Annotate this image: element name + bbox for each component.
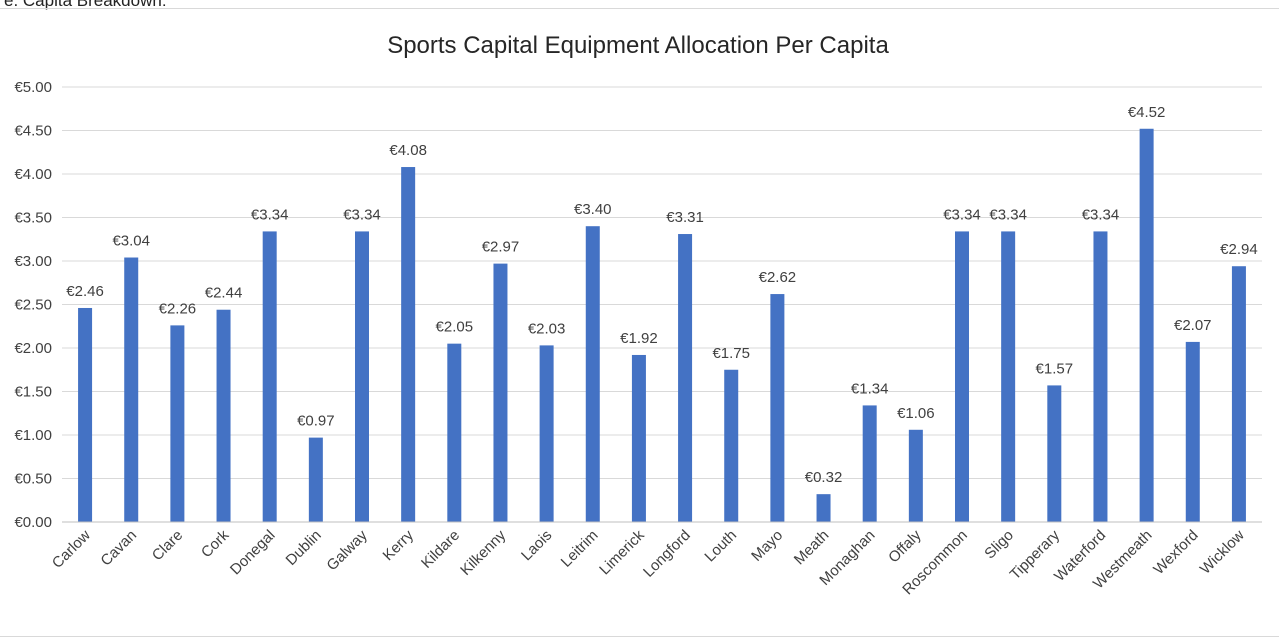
y-tick-label: €0.50 [14, 471, 52, 488]
bar [170, 325, 185, 522]
data-label: €2.46 [66, 283, 104, 300]
bar [1047, 385, 1062, 522]
data-label: €1.57 [1036, 360, 1074, 377]
bar [308, 437, 323, 522]
data-label: €3.04 [112, 233, 150, 250]
x-tick-label: Sligo [981, 527, 1017, 563]
y-axis-tick-labels: €0.00 €0.50 €1.00 €1.50 €2.00 €2.50 €3.00 €3.50… [14, 79, 52, 531]
x-tick-label: Clare [149, 527, 186, 564]
x-tick-label: Laois [518, 527, 555, 564]
data-label: €1.92 [620, 330, 658, 347]
x-tick-label: Kerry [380, 526, 418, 564]
data-label: €3.34 [943, 206, 981, 223]
bar [816, 494, 831, 522]
y-tick-label: €4.50 [14, 123, 52, 140]
y-tick-label: €2.00 [14, 340, 52, 357]
data-labels: €2.46 €3.04 €2.26 €2.44 €3.34 €0.97 €3.34 €4.08… [66, 104, 1257, 486]
x-tick-label: Longford [640, 527, 694, 581]
x-tick-label: Limerick [596, 526, 648, 578]
data-label: €4.08 [389, 142, 427, 159]
data-label: €1.34 [851, 380, 889, 397]
data-label: €2.62 [759, 269, 797, 286]
x-tick-label: Donegal [227, 527, 279, 579]
data-label: €0.32 [805, 469, 843, 486]
x-tick-label: Kildare [418, 527, 463, 572]
bar [216, 309, 231, 522]
x-tick-label: Offaly [885, 526, 925, 566]
data-label: €4.52 [1128, 104, 1166, 121]
x-tick-label: Cavan [97, 527, 140, 570]
y-tick-label: €3.00 [14, 253, 52, 270]
bar [678, 234, 693, 522]
x-tick-label: Cork [198, 526, 233, 561]
bar [908, 429, 923, 522]
bar [955, 231, 969, 523]
data-label: €2.26 [159, 300, 197, 317]
x-tick-label: Dublin [283, 527, 325, 569]
data-label: €2.03 [528, 320, 566, 337]
data-label: €3.31 [666, 209, 704, 226]
data-label: €3.34 [989, 206, 1027, 223]
bar [862, 405, 877, 522]
bar [262, 231, 277, 523]
y-tick-label: €1.00 [14, 427, 52, 444]
bar [493, 263, 508, 522]
bar [539, 345, 554, 522]
data-label: €3.34 [251, 206, 289, 223]
data-label: €3.34 [343, 206, 381, 223]
y-tick-label: €4.00 [14, 166, 52, 183]
bar [124, 257, 139, 522]
data-label: €2.05 [436, 319, 474, 336]
bar [355, 231, 369, 523]
bar [1001, 231, 1016, 523]
x-tick-label: Galway [323, 526, 371, 574]
y-tick-label: €1.50 [14, 384, 52, 401]
bar [1139, 128, 1154, 522]
gridlines [62, 86, 1262, 479]
document-heading: e. Capita Breakdown: [4, 0, 167, 10]
data-label: €3.40 [574, 201, 612, 218]
bar-chart: Sports Capital Equipment Allocation Per … [14, 32, 1262, 598]
data-label: €2.07 [1174, 317, 1212, 334]
x-tick-label: Leitrim [558, 527, 602, 571]
x-tick-label: Wicklow [1197, 527, 1248, 578]
bar [724, 369, 739, 522]
y-tick-label: €0.00 [14, 514, 52, 531]
data-label: €3.34 [1082, 206, 1120, 223]
x-tick-label: Meath [791, 527, 833, 569]
y-tick-label: €3.50 [14, 210, 52, 227]
x-tick-label: Mayo [748, 527, 786, 565]
chart-title: Sports Capital Equipment Allocation Per … [387, 32, 889, 59]
bar [770, 294, 785, 522]
bar [631, 354, 646, 522]
chart-frame: Sports Capital Equipment Allocation Per … [0, 8, 1279, 637]
data-label: €1.75 [712, 345, 750, 362]
bars [78, 128, 1246, 523]
data-label: €0.97 [297, 413, 335, 430]
data-label: €2.94 [1220, 241, 1258, 258]
bar [1231, 266, 1246, 522]
data-label: €2.44 [205, 285, 243, 302]
y-tick-label: €2.50 [14, 297, 52, 314]
x-tick-label: Carlow [49, 527, 94, 572]
bar [401, 167, 416, 523]
y-tick-label: €5.00 [14, 79, 52, 96]
bar [1185, 341, 1200, 522]
bar [78, 307, 93, 522]
x-tick-label: Louth [701, 527, 740, 566]
bar [447, 343, 462, 522]
bar [585, 226, 600, 522]
x-tick-label: Wexford [1150, 527, 1201, 578]
data-label: €2.97 [482, 239, 520, 256]
x-tick-label: Kilkenny [457, 526, 509, 578]
data-label: €1.06 [897, 405, 935, 422]
bar [1093, 231, 1108, 523]
